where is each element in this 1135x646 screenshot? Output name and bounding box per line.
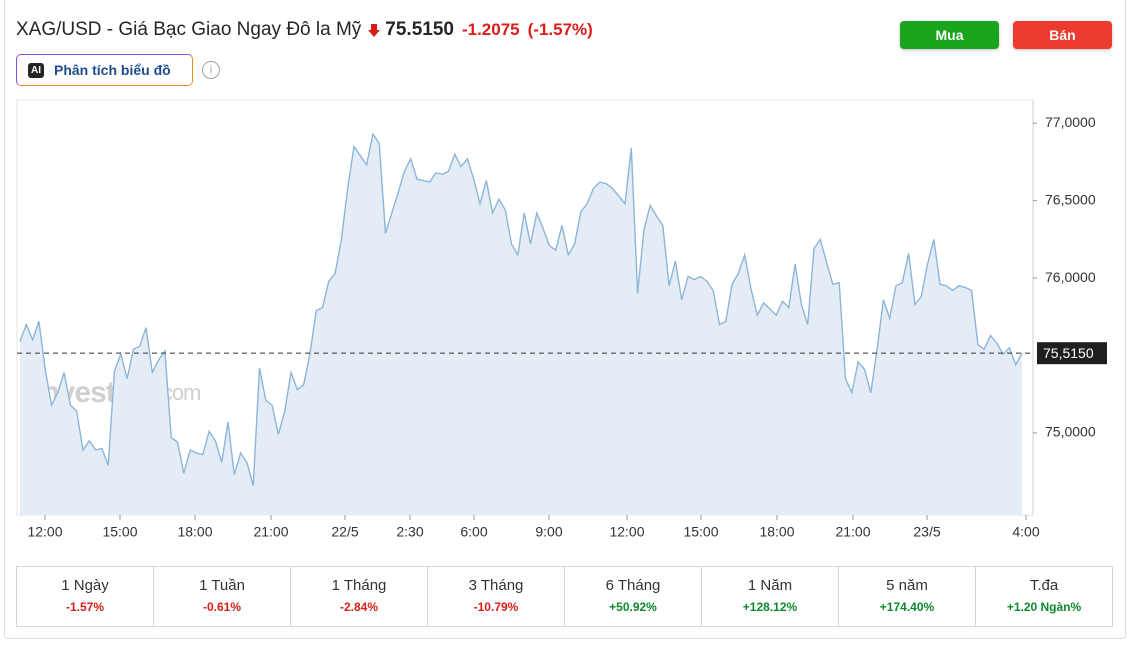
period-cell[interactable]: 1 Ngày -1.57% [17, 567, 154, 626]
x-tick-label: 12:00 [609, 524, 644, 540]
period-cell[interactable]: 1 Tuần -0.61% [154, 567, 291, 626]
x-tick-label: 4:00 [1012, 524, 1039, 540]
period-label: 1 Tháng [331, 577, 387, 594]
period-change: -0.61% [202, 600, 242, 614]
info-icon[interactable]: i [202, 61, 220, 79]
y-tick-label: 76,0000 [1045, 269, 1096, 285]
current-price-box [1037, 342, 1107, 365]
price-line [19, 132, 1023, 486]
period-label: 1 Năm [747, 577, 793, 594]
header: XAG/USD - Giá Bạc Giao Ngay Đô la Mỹ 75.… [16, 19, 593, 41]
period-table: 1 Ngày -1.57% 1 Tuần -0.61% 1 Tháng -2.84% 3 T… [16, 566, 1113, 627]
change-percent: (-1.57%) [527, 20, 593, 39]
chart: Investing.com75,000076,000076,500077,000… [16, 99, 1107, 540]
x-tick-label: 2:30 [396, 524, 423, 540]
x-tick-label: 22/5 [331, 524, 358, 540]
y-tick-label: 75,0000 [1045, 424, 1096, 440]
period-change: +1.20 Ngàn% [1006, 600, 1082, 614]
period-change: -10.79% [473, 600, 519, 614]
sell-button[interactable]: Bán [1013, 21, 1112, 49]
period-label: 1 Tuần [199, 577, 245, 594]
period-cell[interactable]: 3 Tháng -10.79% [428, 567, 565, 626]
period-label: 5 năm [886, 577, 928, 594]
x-tick-label: 18:00 [759, 524, 794, 540]
area [20, 134, 1022, 515]
x-tick-label: 9:00 [535, 524, 562, 540]
period-change: +50.92% [609, 600, 657, 614]
period-label: T.đa [1029, 577, 1059, 594]
x-tick-label: 12:00 [27, 524, 62, 540]
period-label: 3 Tháng [468, 577, 524, 594]
current-price-label: 75,5150 [1043, 345, 1094, 361]
period-cell[interactable]: 6 Tháng +50.92% [565, 567, 702, 626]
x-tick-label: 23/5 [913, 524, 940, 540]
ai-badge: AI [28, 62, 44, 78]
period-change: -2.84% [339, 600, 379, 614]
period-cell[interactable]: 5 năm +174.40% [839, 567, 976, 626]
analysis-button[interactable]: AI Phân tích biểu đồ [16, 54, 193, 86]
analysis-label: Phân tích biểu đồ [54, 62, 171, 78]
buy-button[interactable]: Mua [900, 21, 999, 49]
y-tick-label: 76,5000 [1045, 191, 1096, 207]
x-tick-label: 21:00 [835, 524, 870, 540]
period-label: 1 Ngày [61, 577, 109, 594]
x-tick-label: 21:00 [253, 524, 288, 540]
period-cell[interactable]: T.đa +1.20 Ngàn% [976, 567, 1112, 626]
frame [4, 0, 1126, 639]
period-cell[interactable]: 1 Năm +128.12% [702, 567, 839, 626]
period-change: +174.40% [879, 600, 935, 614]
x-tick-label: 15:00 [102, 524, 137, 540]
down-arrow [368, 24, 381, 37]
price: 75.5150 [385, 19, 454, 40]
period-label: 6 Tháng [605, 577, 661, 594]
x-tick-label: 18:00 [177, 524, 212, 540]
y-tick-label: 77,0000 [1045, 114, 1096, 130]
instrument-title: XAG/USD - Giá Bạc Giao Ngay Đô la Mỹ [16, 19, 362, 40]
period-change: +128.12% [742, 600, 798, 614]
x-tick-label: 15:00 [683, 524, 718, 540]
change: -1.2075 [461, 20, 520, 39]
x-tick-label: 6:00 [460, 524, 487, 540]
period-change: -1.57% [65, 600, 105, 614]
period-cell[interactable]: 1 Tháng -2.84% [291, 567, 428, 626]
